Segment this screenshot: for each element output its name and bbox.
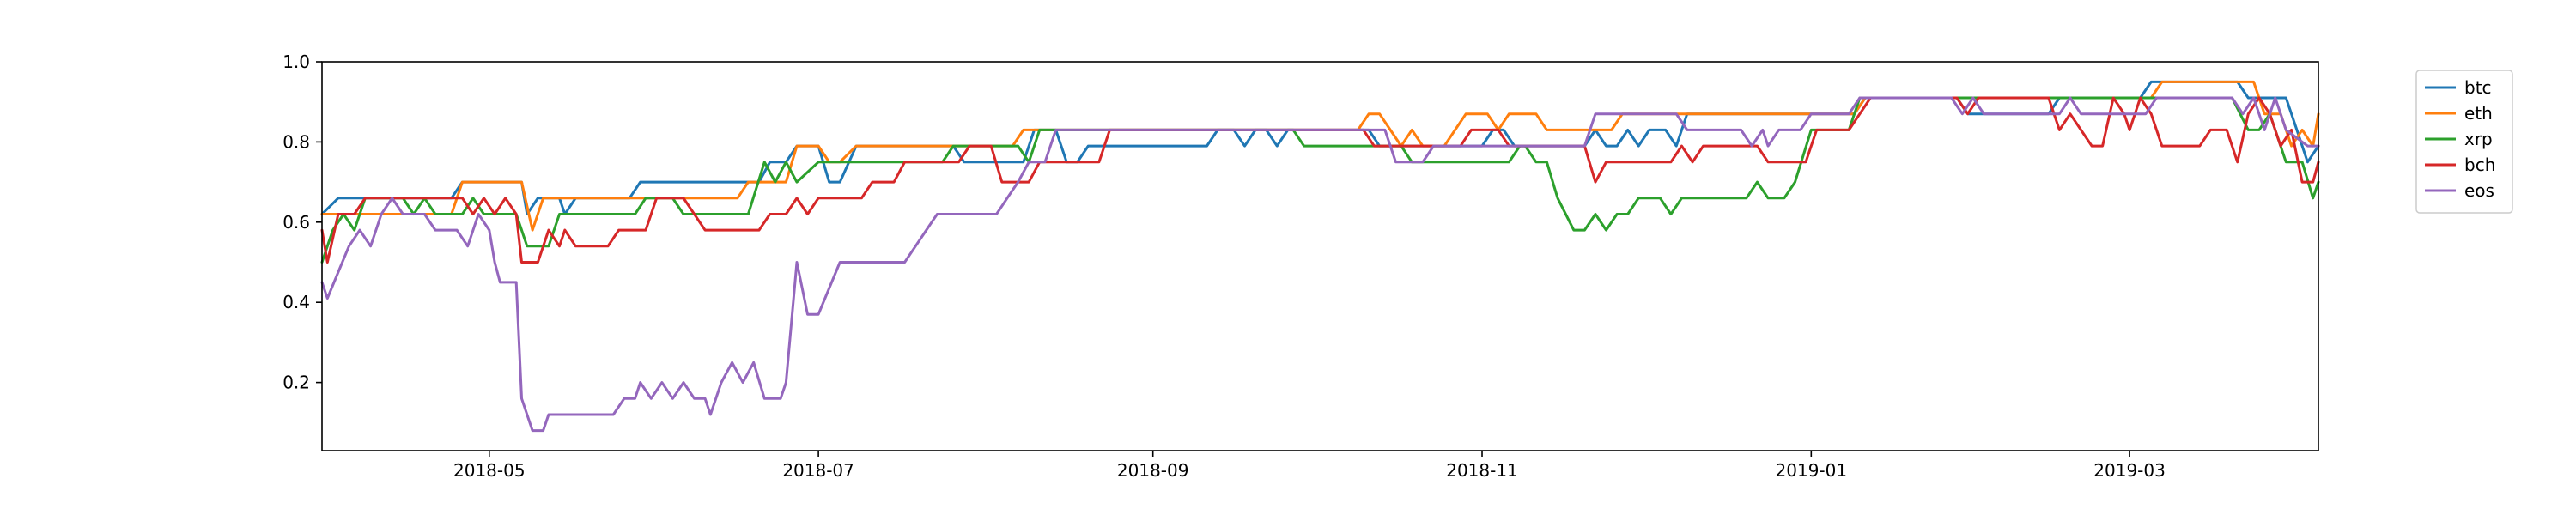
series-layer [320,80,2320,433]
x-axis: 2018-05 2018-07 2018-09 2018-11 2019-01 2019-… [453,451,2166,481]
legend-label-eth: eth [2464,103,2493,124]
x-tick-label: 2018-11 [1446,460,1518,481]
y-tick-label: 0.6 [283,212,310,233]
series-line-eos [320,96,2320,433]
x-tick-label: 2018-09 [1117,460,1189,481]
y-tick-label: 0.8 [283,131,310,152]
legend-label-btc: btc [2464,77,2492,98]
plot-background [322,62,2318,451]
x-tick-label: 2019-01 [1776,460,1848,481]
y-tick-label: 0.4 [283,292,310,312]
y-axis: 0.2 0.4 0.6 0.8 1.0 [283,52,322,393]
series-line-eth [320,80,2320,232]
plot-frame [321,61,2319,451]
x-tick-label: 2018-05 [453,460,526,481]
legend-box [2415,70,2513,214]
legend-label-eos: eos [2464,180,2494,201]
legend: btc eth xrp bch eos [2415,70,2513,214]
legend-label-bch: bch [2464,154,2495,175]
y-tick-label: 1.0 [283,52,310,72]
y-tick-label: 0.2 [283,373,310,393]
x-tick-label: 2018-07 [782,460,854,481]
x-tick-label: 2019-03 [2093,460,2166,481]
legend-label-xrp: xrp [2464,129,2493,149]
